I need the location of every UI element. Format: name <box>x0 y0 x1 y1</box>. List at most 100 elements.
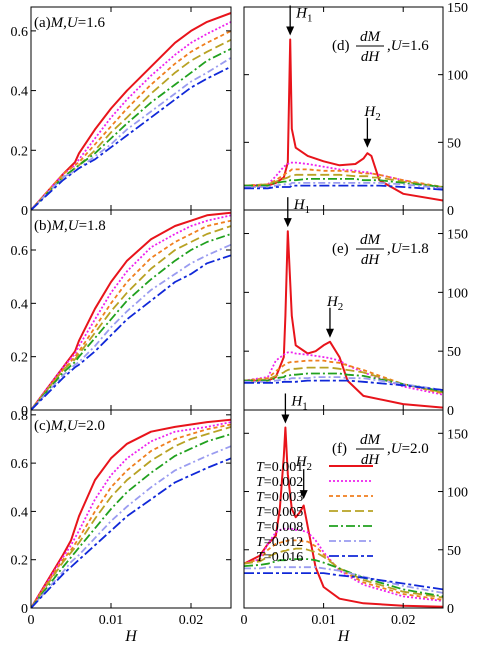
svg-text:H2: H2 <box>326 294 343 313</box>
series-line-a-5 <box>31 57 231 210</box>
series-line-d-2 <box>244 168 443 188</box>
y-tick-label: 0 <box>447 602 454 617</box>
y-tick-label: 0.2 <box>11 554 29 569</box>
svg-text:,U=1.6: ,U=1.6 <box>387 38 429 54</box>
y-tick-label: 150 <box>447 228 468 243</box>
y-tick-label: 0.8 <box>11 409 29 424</box>
panel-d: 0 50 100 150 (d) dM dH ,U=1.6 H1 H2 <box>243 1 468 219</box>
series-line-a-6 <box>31 65 231 210</box>
series-group <box>244 230 443 409</box>
series-line-b-5 <box>31 243 231 410</box>
y-tick-label: 0.6 <box>11 244 29 259</box>
y-tick-label: 150 <box>447 1 468 16</box>
panel-label: (a)M,U=1.6 <box>34 15 105 31</box>
series-line-d-0 <box>244 38 443 202</box>
series-group <box>244 426 443 608</box>
arrowhead-icon <box>299 490 308 500</box>
panel-label: (f) dM dH ,U=2.0 <box>332 432 429 468</box>
panel-c: 0 0.2 0.4 0.6 0.8 0 0.01 0.02 H (c)M,U=2.0 <box>11 409 232 645</box>
series-line-c-3 <box>31 426 231 608</box>
legend-item: T=0.016 <box>256 550 373 565</box>
x-axis-label: H <box>337 628 351 645</box>
y-tick-label: 0 <box>447 204 454 219</box>
legend-item: T=0.003 <box>256 490 373 505</box>
series-line-d-1 <box>244 161 443 190</box>
x-tick-label: 0.02 <box>391 613 416 628</box>
arrowhead-icon <box>286 26 295 36</box>
y-tick-label: 0 <box>21 404 28 419</box>
panel-frame <box>30 409 232 609</box>
y-tick-label: 0 <box>21 602 28 617</box>
series-line-f-5 <box>244 566 443 594</box>
svg-text:H1: H1 <box>290 393 307 412</box>
series-line-c-0 <box>31 418 231 608</box>
svg-text:,U=2.0: ,U=2.0 <box>387 441 429 457</box>
series-line-b-1 <box>31 214 231 410</box>
panel-e: 0 50 100 150 (e) dM dH ,U=1.8 H1 H2 <box>243 197 468 419</box>
svg-text:(f): (f) <box>332 441 347 457</box>
series-line-f-4 <box>244 558 443 598</box>
y-tick-label: 0.4 <box>11 297 29 312</box>
series-line-b-2 <box>31 219 231 410</box>
svg-text:T=0.001: T=0.001 <box>256 460 303 475</box>
y-tick-label: 0.2 <box>11 144 29 159</box>
legend-item: T=0.012 <box>256 535 373 550</box>
svg-text:T=0.008: T=0.008 <box>256 520 303 535</box>
svg-text:H1: H1 <box>295 5 312 24</box>
fraction-denominator: dH <box>361 49 381 65</box>
legend: T=0.001T=0.002T=0.003T=0.005T=0.008T=0.0… <box>256 460 373 565</box>
svg-text:(e): (e) <box>332 241 349 257</box>
series-line-a-2 <box>31 30 231 210</box>
series-line-e-3 <box>244 366 443 394</box>
fraction-numerator: dM <box>360 232 382 248</box>
series-line-b-4 <box>31 233 231 410</box>
x-tick-label: 0.01 <box>99 613 124 628</box>
series-group <box>31 12 231 210</box>
y-tick-label: 0 <box>447 404 454 419</box>
panel-frame <box>243 409 444 609</box>
series-line-b-6 <box>31 254 231 410</box>
x-tick-label: 0.01 <box>311 613 336 628</box>
series-line-f-1 <box>244 527 443 602</box>
y-tick-label: 50 <box>447 136 461 151</box>
series-line-f-6 <box>244 572 443 591</box>
y-tick-label: 100 <box>447 69 468 84</box>
svg-text:T=0.003: T=0.003 <box>256 490 303 505</box>
y-tick-label: 50 <box>447 544 461 559</box>
panel-a: 0 0.2 0.4 0.6 (a)M,U=1.6 <box>11 6 232 219</box>
svg-text:T=0.002: T=0.002 <box>256 475 303 490</box>
svg-text:(d): (d) <box>332 38 350 54</box>
fraction-denominator: dH <box>361 452 381 468</box>
annotation-H1: H1 <box>281 393 308 424</box>
legend-item: T=0.008 <box>256 520 373 535</box>
panel-label: (d) dM dH ,U=1.6 <box>332 29 429 65</box>
arrowhead-icon <box>325 328 334 338</box>
legend-item: T=0.002 <box>256 475 373 490</box>
panel-b: 0 0.2 0.4 0.6 (b)M,U=1.8 <box>11 209 232 419</box>
series-line-f-2 <box>244 539 443 601</box>
series-group <box>244 38 443 202</box>
x-tick-label: 0 <box>241 613 248 628</box>
svg-text:H2: H2 <box>295 454 312 473</box>
x-tick-label: 0 <box>28 613 35 628</box>
arrowhead-icon <box>283 218 292 228</box>
series-line-d-3 <box>244 173 443 188</box>
arrowhead-icon <box>363 138 372 148</box>
series-line-b-3 <box>31 225 231 410</box>
panel-label: (b)M,U=1.8 <box>34 218 106 234</box>
series-line-e-6 <box>244 379 443 391</box>
series-group <box>31 211 231 410</box>
series-line-e-0 <box>244 230 443 409</box>
series-line-a-0 <box>31 12 231 210</box>
series-line-e-2 <box>244 359 443 395</box>
panel-label: (c)M,U=2.0 <box>34 418 105 434</box>
svg-text:T=0.012: T=0.012 <box>256 535 303 550</box>
y-tick-label: 0.6 <box>11 457 29 472</box>
series-line-f-3 <box>244 547 443 599</box>
annotation-H2: H2 <box>295 454 312 500</box>
annotation-H1: H1 <box>286 5 313 36</box>
svg-text:T=0.005: T=0.005 <box>256 505 303 520</box>
legend-item: T=0.001 <box>256 460 373 475</box>
fraction-numerator: dM <box>360 432 382 448</box>
